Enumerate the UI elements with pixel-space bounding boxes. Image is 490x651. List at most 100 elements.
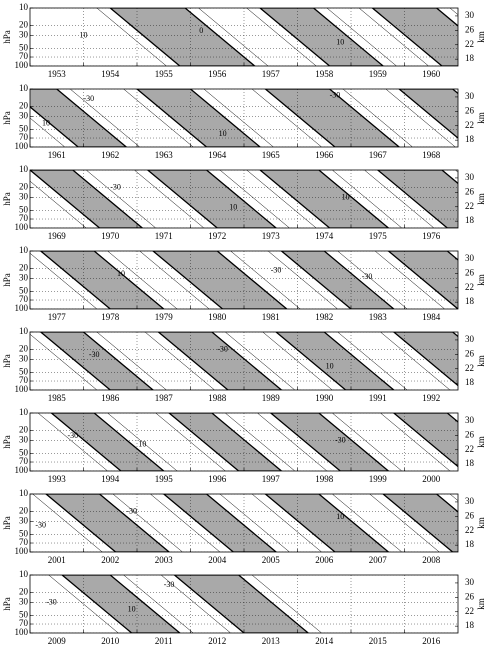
y2-tick-label: 18 <box>465 296 475 306</box>
x-tick-label: 2006 <box>315 555 334 565</box>
x-tick-label: 2008 <box>422 555 441 565</box>
x-tick-label: 1996 <box>208 474 227 484</box>
plot-area: 10 0 10 <box>30 8 458 66</box>
y2-tick-label: 22 <box>465 525 474 535</box>
y2-tick-label: 18 <box>465 215 475 225</box>
y2-tick-label: 26 <box>465 510 475 520</box>
x-tick-label: 1967 <box>369 150 388 160</box>
y-tick-label: 100 <box>15 546 29 556</box>
x-tick-label: 1980 <box>208 312 227 322</box>
contour-line <box>380 413 451 471</box>
y-tick-label: 30 <box>19 435 29 445</box>
contour-line <box>219 170 290 228</box>
x-tick-label: 1998 <box>315 474 334 484</box>
contour-label: -30 <box>126 506 137 515</box>
x-tick-label: 2016 <box>422 636 441 646</box>
x-tick-label: 1959 <box>369 69 388 79</box>
westerly-region <box>39 251 165 309</box>
y2-tick-label: 22 <box>465 39 474 49</box>
contour-line <box>123 89 194 147</box>
x-tick-label: 1973 <box>262 231 281 241</box>
y-tick-label: 20 <box>19 182 29 192</box>
x-tick-label: 2000 <box>422 474 441 484</box>
y2-tick-label: 26 <box>465 105 475 115</box>
y2-axis-label: km <box>476 112 486 124</box>
y-tick-label: 30 <box>19 192 29 202</box>
x-tick-label: 1986 <box>101 393 120 403</box>
contour-line <box>160 575 231 633</box>
y-axis-label: hPa <box>2 30 12 44</box>
x-tick-label: 2001 <box>48 555 66 565</box>
y2-tick-label: 26 <box>465 348 475 358</box>
contour-line <box>112 494 183 552</box>
y-tick-label: 50 <box>19 529 29 539</box>
contour-label: -30 <box>89 350 100 359</box>
contour-line <box>107 413 178 471</box>
x-tick-label: 2002 <box>101 555 119 565</box>
westerly-region <box>146 170 278 228</box>
y-axis-label: hPa <box>2 354 12 368</box>
contour-line <box>246 170 317 228</box>
plot-area: -30 10 10 -30 <box>30 89 458 147</box>
westerly-region <box>387 251 458 309</box>
contour-line <box>267 251 338 309</box>
x-tick-label: 1974 <box>315 231 334 241</box>
contour-line <box>30 333 98 390</box>
y-tick-label: 20 <box>19 344 29 354</box>
contour-line <box>48 575 119 633</box>
y-tick-label: 20 <box>19 263 29 273</box>
contour-line <box>30 180 87 228</box>
x-tick-label: 2014 <box>315 636 334 646</box>
y2-axis-label: km <box>476 274 486 286</box>
y-tick-label: 50 <box>19 286 29 296</box>
contour-label: 0 <box>199 26 203 35</box>
contour-label: -30 <box>84 94 95 103</box>
y2-tick-label: 18 <box>465 53 475 63</box>
westerly-region <box>50 413 165 471</box>
x-tick-label: 2013 <box>262 636 281 646</box>
x-tick-label: 1991 <box>369 393 387 403</box>
contour-label: 10 <box>336 38 344 47</box>
contour-line <box>251 494 322 552</box>
contour-line <box>69 89 140 147</box>
contour-label: -30 <box>67 431 78 440</box>
x-tick-label: 1989 <box>262 393 281 403</box>
y-tick-label: 70 <box>19 213 29 223</box>
y2-tick-label: 30 <box>465 172 475 182</box>
x-tick-label: 1981 <box>262 312 280 322</box>
contour-line <box>86 170 156 228</box>
y-tick-label: 100 <box>15 222 29 232</box>
contour-line <box>332 170 402 228</box>
contour-line <box>134 170 205 228</box>
contour-line <box>332 413 402 471</box>
x-tick-label: 1978 <box>101 312 120 322</box>
westerly-region <box>376 170 458 228</box>
westerly-region <box>398 89 458 139</box>
westerly-region <box>168 413 283 471</box>
y-tick-label: 100 <box>15 627 29 637</box>
contour-label: -30 <box>271 266 282 275</box>
contour-line <box>342 89 413 147</box>
plot-area: 10 -30 -30 <box>30 251 458 309</box>
y-tick-label: 10 <box>19 326 29 336</box>
x-tick-label: 1995 <box>155 474 174 484</box>
contour-line <box>225 413 295 471</box>
x-tick-label: 1966 <box>315 150 334 160</box>
westerly-region <box>135 89 262 147</box>
contour-line <box>30 252 98 309</box>
plot-area: -30 -30 10 <box>30 494 458 552</box>
x-tick-label: 1965 <box>262 150 281 160</box>
contour-line <box>380 332 451 390</box>
y-tick-label: 30 <box>19 516 29 526</box>
y2-tick-label: 22 <box>465 282 474 292</box>
contour-line <box>246 8 317 66</box>
contour-line <box>337 332 408 390</box>
x-tick-label: 1969 <box>48 231 67 241</box>
y2-tick-label: 22 <box>465 201 474 211</box>
contour-label: -30 <box>217 344 228 353</box>
y2-tick-label: 26 <box>465 186 475 196</box>
